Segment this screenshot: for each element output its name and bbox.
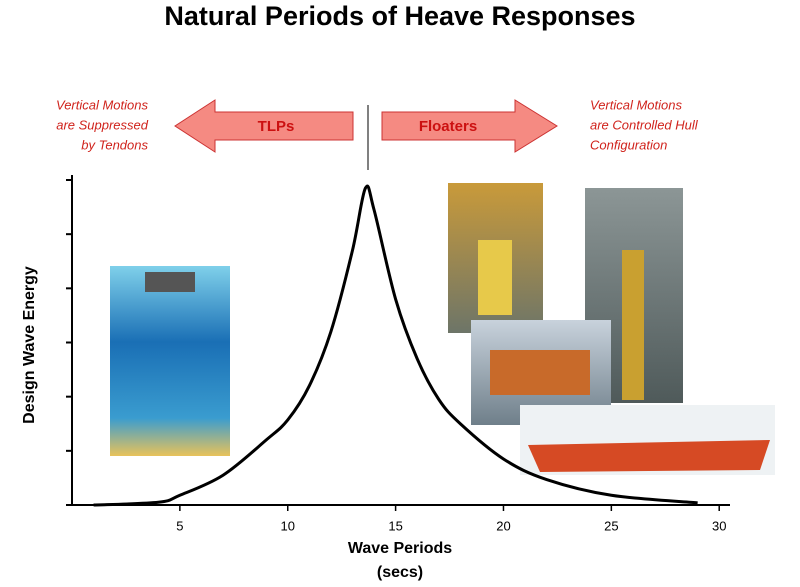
annotation: are Controlled Hull [590,117,699,132]
x-axis-label: Wave Periods [348,540,452,557]
x-tick-label: 15 [388,518,402,533]
annotation: by Tendons [81,137,148,152]
annotation: Vertical Motions [56,97,148,112]
arrow-left [174,99,354,153]
title: Natural Periods of Heave Responses [164,1,635,31]
photo-detail [478,240,512,315]
x-tick-label: 25 [604,518,618,533]
energy-curve [93,184,698,507]
x-tick-label: 10 [281,518,295,533]
x-tick-label: 30 [712,518,726,533]
y-axis-label: Design Wave Energy [21,266,38,424]
arrow-label: TLPs [258,118,295,135]
photo-detail [490,350,590,395]
photo-detail [528,440,770,472]
annotation: Configuration [590,137,667,152]
x-axis-label: (secs) [377,564,423,581]
x-tick-label: 5 [176,518,183,533]
photo-tlp [110,266,230,456]
photo-detail [145,272,195,292]
arrow-label: Floaters [419,118,477,135]
photo-detail [622,250,644,400]
arrow-right [381,99,558,153]
x-tick-label: 20 [496,518,510,533]
annotation: are Suppressed [56,117,149,132]
annotation: Vertical Motions [590,97,682,112]
